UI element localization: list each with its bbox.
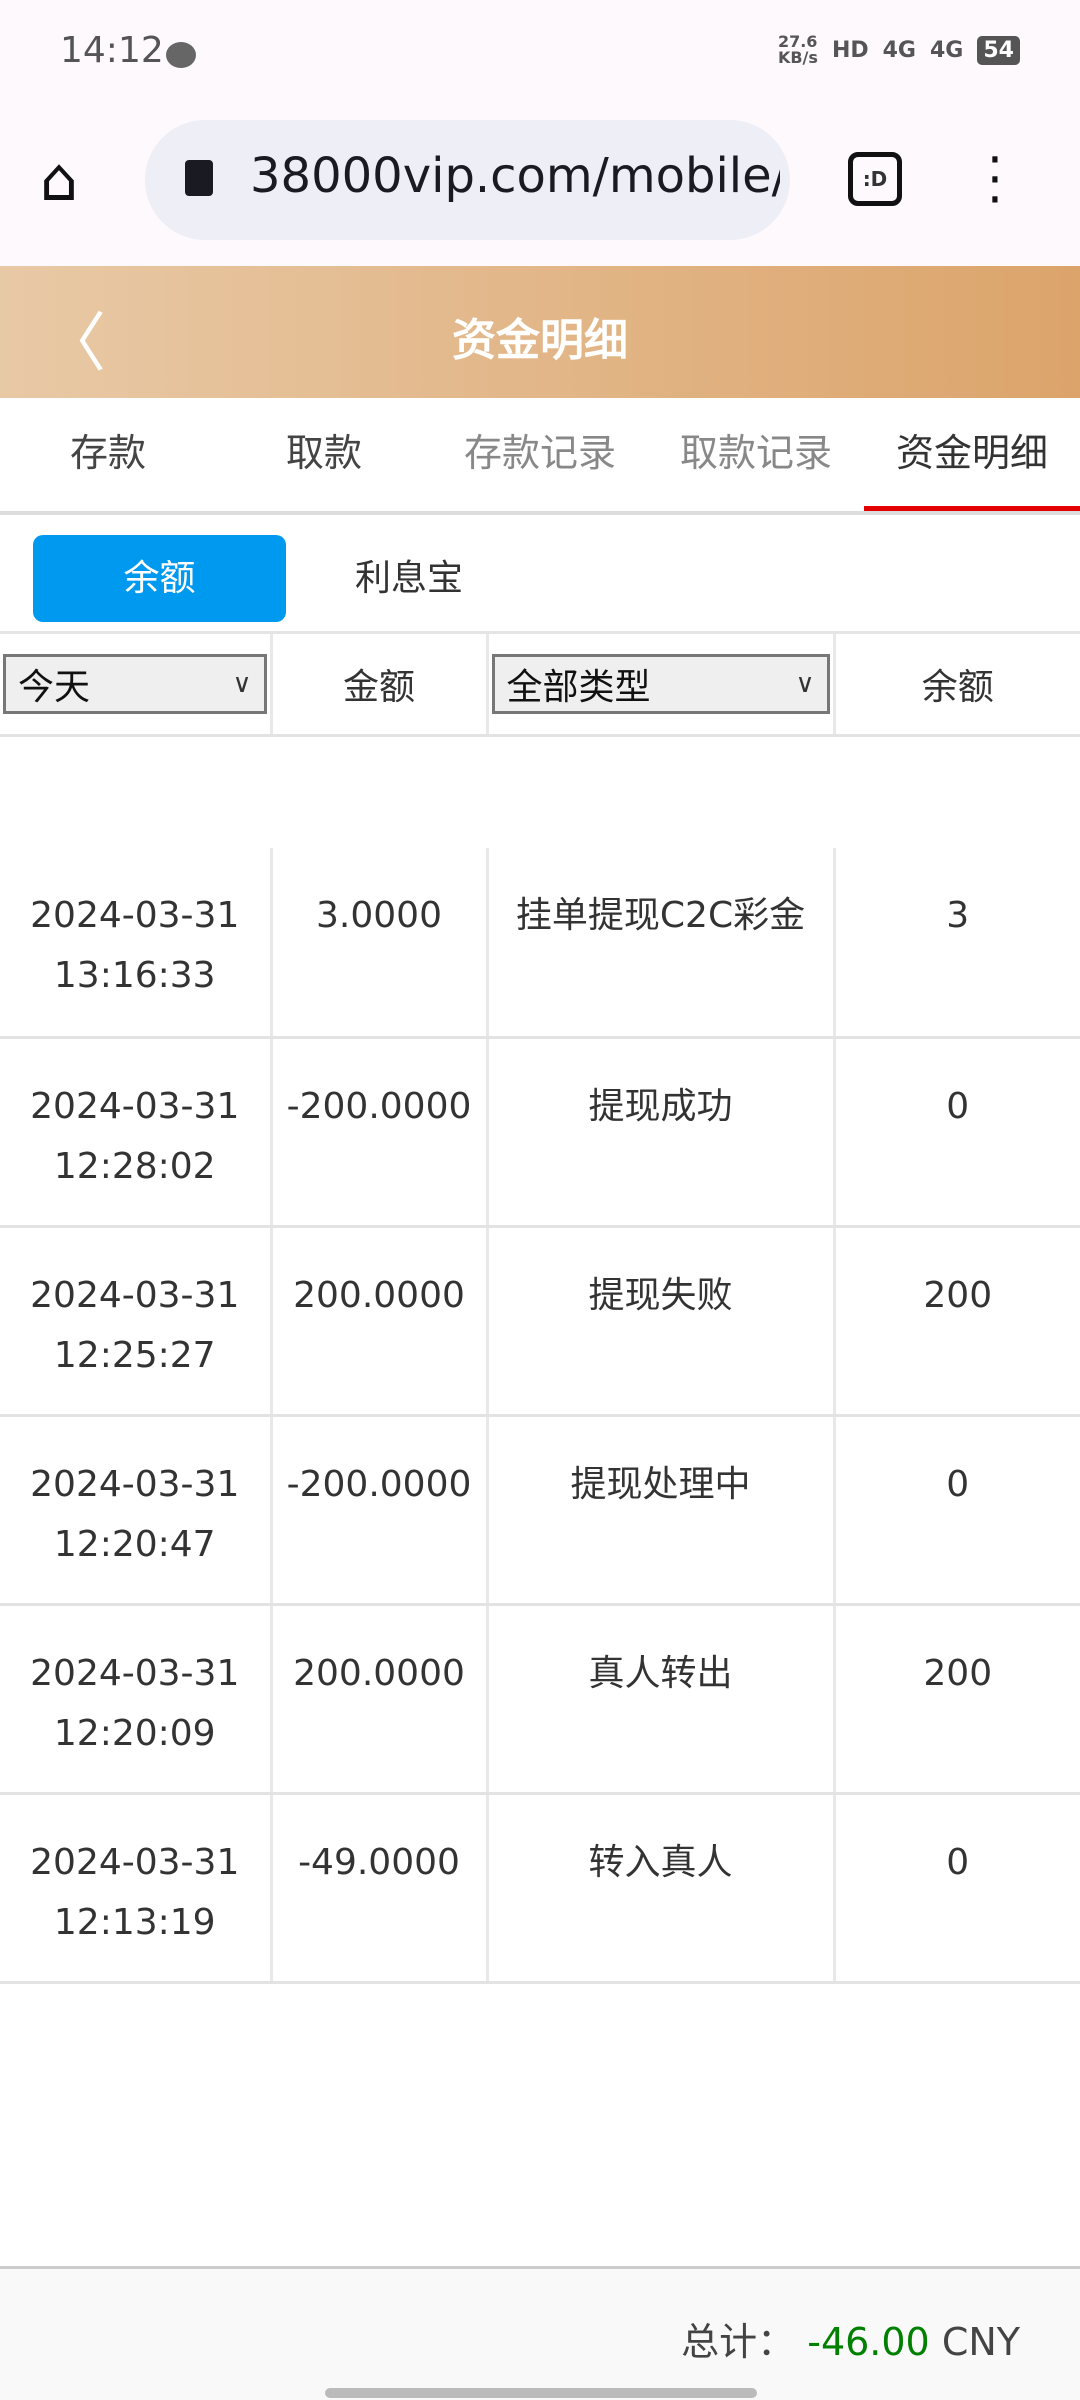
total-currency: CNY <box>941 2320 1020 2364</box>
tab-withdraw[interactable]: 取款 <box>285 431 362 475</box>
table-row: 2024-03-31 12:28:02 -200.0000 提现成功 0 <box>0 1037 1080 1228</box>
row-balance: 0 <box>834 1793 1080 1984</box>
url-text: 38000vip.com/mobile/ <box>250 148 780 204</box>
tab-withdraw-records[interactable]: 取款记录 <box>679 431 832 475</box>
page-header: 〈 资金明细 <box>0 266 1080 398</box>
table-row: 2024-03-31 12:20:09 200.0000 真人转出 200 <box>0 1604 1080 1795</box>
row-balance: 200 <box>834 1604 1080 1795</box>
row-amount: 200.0000 <box>271 1226 489 1417</box>
hd-icon: HD <box>831 37 869 63</box>
tab-fund-details[interactable]: 资金明细 <box>864 398 1080 511</box>
row-type: 真人转出 <box>487 1604 836 1795</box>
tab-deposit-records[interactable]: 存款记录 <box>463 431 616 475</box>
row-type: 转入真人 <box>487 1793 836 1984</box>
lock-icon <box>185 160 213 196</box>
chevron-down-icon: ∨ <box>795 668 815 699</box>
row-datetime: 2024-03-31 12:20:47 <box>0 1415 273 1606</box>
row-type: 挂单提现C2C彩金 <box>487 848 836 1039</box>
row-type: 提现处理中 <box>487 1415 836 1606</box>
fund-table: 今天 ∨ 金额 全部类型 ∨ 余额 2024-03-31 13:16:33 3.000… <box>0 634 1080 1984</box>
row-time: 12:28:02 <box>53 1145 216 1187</box>
gesture-nav-handle[interactable] <box>325 2388 757 2398</box>
signal-icon-1: 4G <box>882 37 916 63</box>
row-balance: 0 <box>834 1037 1080 1228</box>
row-amount: -200.0000 <box>271 1037 489 1228</box>
row-time: 12:13:19 <box>53 1901 216 1943</box>
row-time: 12:20:09 <box>53 1712 216 1754</box>
chevron-down-icon: ∨ <box>232 668 252 699</box>
total: 总计： -46.00 CNY <box>681 2311 1020 2366</box>
table-row: 2024-03-31 12:13:19 -49.0000 转入真人 0 <box>0 1793 1080 1984</box>
net-speed: 27.6 KB/s <box>777 32 818 67</box>
row-balance: 3 <box>834 848 1080 1039</box>
row-date: 2024-03-31 <box>30 1652 240 1694</box>
row-amount: 3.0000 <box>271 848 489 1039</box>
date-filter-value: 今天 <box>18 666 91 708</box>
back-chevron-icon[interactable]: 〈 <box>42 307 106 381</box>
status-bar: 14:12 27.6 KB/s HD 4G 4G 54 <box>0 0 1080 110</box>
row-amount: -200.0000 <box>271 1415 489 1606</box>
total-label: 总计： <box>681 2320 796 2364</box>
home-icon[interactable]: ⌂ <box>40 145 79 215</box>
date-filter-select[interactable]: 今天 ∨ <box>3 653 267 714</box>
row-date: 2024-03-31 <box>30 895 240 936</box>
type-filter-select[interactable]: 全部类型 ∨ <box>491 653 830 714</box>
browser-toolbar: ⌂ 38000vip.com/mobile/ :D · · · <box>0 110 1080 266</box>
tab-deposit[interactable]: 存款 <box>69 431 146 475</box>
date-filter-cell: 今天 ∨ <box>0 634 273 737</box>
balance-header: 余额 <box>834 634 1080 737</box>
row-datetime: 2024-03-31 12:20:09 <box>0 1604 273 1795</box>
total-value: -46.00 <box>807 2320 930 2364</box>
row-date: 2024-03-31 <box>30 1841 240 1883</box>
battery-icon: 54 <box>977 35 1020 65</box>
amount-header: 金额 <box>271 634 489 737</box>
row-balance: 0 <box>834 1415 1080 1606</box>
footer-total-bar: 总计： -46.00 CNY <box>0 2266 1080 2400</box>
row-amount: -49.0000 <box>271 1793 489 1984</box>
row-balance: 200 <box>834 1226 1080 1417</box>
type-filter-cell: 全部类型 ∨ <box>487 634 836 737</box>
row-type: 提现成功 <box>487 1037 836 1228</box>
url-bar[interactable]: 38000vip.com/mobile/ <box>145 120 790 240</box>
type-filter-value: 全部类型 <box>506 666 651 708</box>
table-row: 2024-03-31 12:25:27 200.0000 提现失败 200 <box>0 1226 1080 1417</box>
row-datetime: 2024-03-31 12:28:02 <box>0 1037 273 1228</box>
table-row: 2024-03-31 12:20:47 -200.0000 提现处理中 0 <box>0 1415 1080 1606</box>
row-type: 提现失败 <box>487 1226 836 1417</box>
message-icon <box>166 42 196 68</box>
row-datetime: 2024-03-31 12:25:27 <box>0 1226 273 1417</box>
more-menu-icon[interactable]: · · · <box>987 131 1003 229</box>
signal-icon-2: 4G <box>930 37 964 63</box>
row-date: 2024-03-31 <box>30 1085 240 1127</box>
row-date: 2024-03-31 <box>30 1274 240 1316</box>
page-title: 资金明细 <box>452 315 628 366</box>
status-time: 14:12 <box>60 30 164 71</box>
table-header: 今天 ∨ 金额 全部类型 ∨ 余额 <box>0 634 1080 737</box>
subtab-balance[interactable]: 余额 <box>33 535 286 622</box>
table-row: 2024-03-31 13:16:33 3.0000 挂单提现C2C彩金 3 <box>0 848 1080 1039</box>
row-time: 12:20:47 <box>53 1523 216 1565</box>
sub-tabs: 余额 利息宝 <box>0 515 1080 634</box>
row-date: 2024-03-31 <box>30 1463 240 1505</box>
status-icons: 27.6 KB/s HD 4G 4G 54 <box>778 34 1020 66</box>
row-datetime: 2024-03-31 12:13:19 <box>0 1793 273 1984</box>
row-amount: 200.0000 <box>271 1604 489 1795</box>
row-time: 13:16:33 <box>53 955 216 996</box>
main-tabs: 存款 取款 存款记录 取款记录 资金明细 <box>0 398 1080 515</box>
row-time: 12:25:27 <box>53 1334 216 1376</box>
subtab-interest[interactable]: 利息宝 <box>355 558 464 599</box>
row-datetime: 2024-03-31 13:16:33 <box>0 848 273 1039</box>
tab-switcher-icon[interactable]: :D <box>848 152 902 206</box>
